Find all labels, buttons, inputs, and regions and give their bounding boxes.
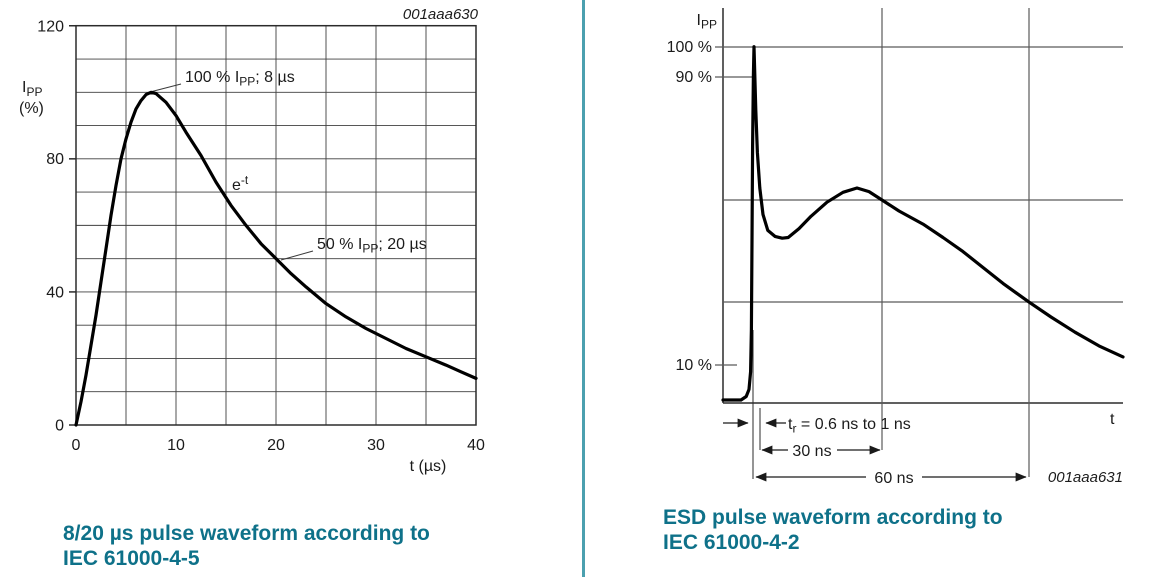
y-tick-label: 100 % [667, 39, 712, 56]
annotation-half: 50 % IPP; 20 µs [317, 236, 427, 256]
caption-right-line2: IEC 61000-4-2 [663, 531, 800, 554]
y-tick-label: 120 [37, 19, 64, 36]
y-tick-label: 10 % [676, 357, 712, 374]
leader-line-peak [149, 83, 182, 93]
x-axis-title: t [1110, 411, 1115, 428]
x-axis-title: t (µs) [410, 458, 447, 475]
esd-waveform-chart: IPP 100 % 90 % 10 % t tr = 0.6 ns to 1 n… [667, 8, 1125, 487]
y-tick-label: 90 % [676, 69, 712, 86]
surge-waveform-chart: 001aaa630 120 80 40 0 IPP (%) 0 10 20 30… [19, 6, 485, 475]
annotation-rise-time: tr = 0.6 ns to 1 ns [788, 416, 911, 436]
esd-waveform-curve [721, 45, 1125, 402]
y-tick-label: 40 [46, 285, 64, 302]
annotation-60ns: 60 ns [874, 470, 913, 487]
annotation-peak: 100 % IPP; 8 µs [185, 69, 295, 89]
caption-left-line2: IEC 61000-4-5 [63, 547, 200, 570]
x-tick-label: 40 [467, 437, 485, 454]
leader-line-half [280, 250, 314, 261]
figure-code-right: 001aaa631 [1048, 469, 1123, 486]
caption-right-line1: ESD pulse waveform according to [663, 506, 1003, 529]
y-axis-unit: (%) [19, 100, 44, 117]
y-axis-title: IPP [22, 79, 42, 99]
y-tick-label: 0 [55, 418, 64, 435]
grid-left [69, 25, 476, 426]
surge-waveform-curve [74, 90, 478, 427]
caption-right: ESD pulse waveform according to IEC 6100… [663, 505, 1003, 555]
caption-left: 8/20 µs pulse waveform according to IEC … [63, 521, 430, 571]
y-tick-label: 80 [46, 151, 64, 168]
annotation-decay: e-t [232, 173, 249, 194]
x-tick-label: 20 [267, 437, 285, 454]
caption-left-line1: 8/20 µs pulse waveform according to [63, 522, 430, 545]
x-tick-label: 30 [367, 437, 385, 454]
annotation-30ns: 30 ns [792, 443, 831, 460]
figure-code-left: 001aaa630 [403, 6, 479, 23]
panel-divider [582, 0, 585, 577]
x-tick-label: 0 [72, 437, 81, 454]
x-tick-label: 10 [167, 437, 185, 454]
plot-border [75, 24, 477, 426]
y-axis-title: IPP [697, 12, 717, 32]
